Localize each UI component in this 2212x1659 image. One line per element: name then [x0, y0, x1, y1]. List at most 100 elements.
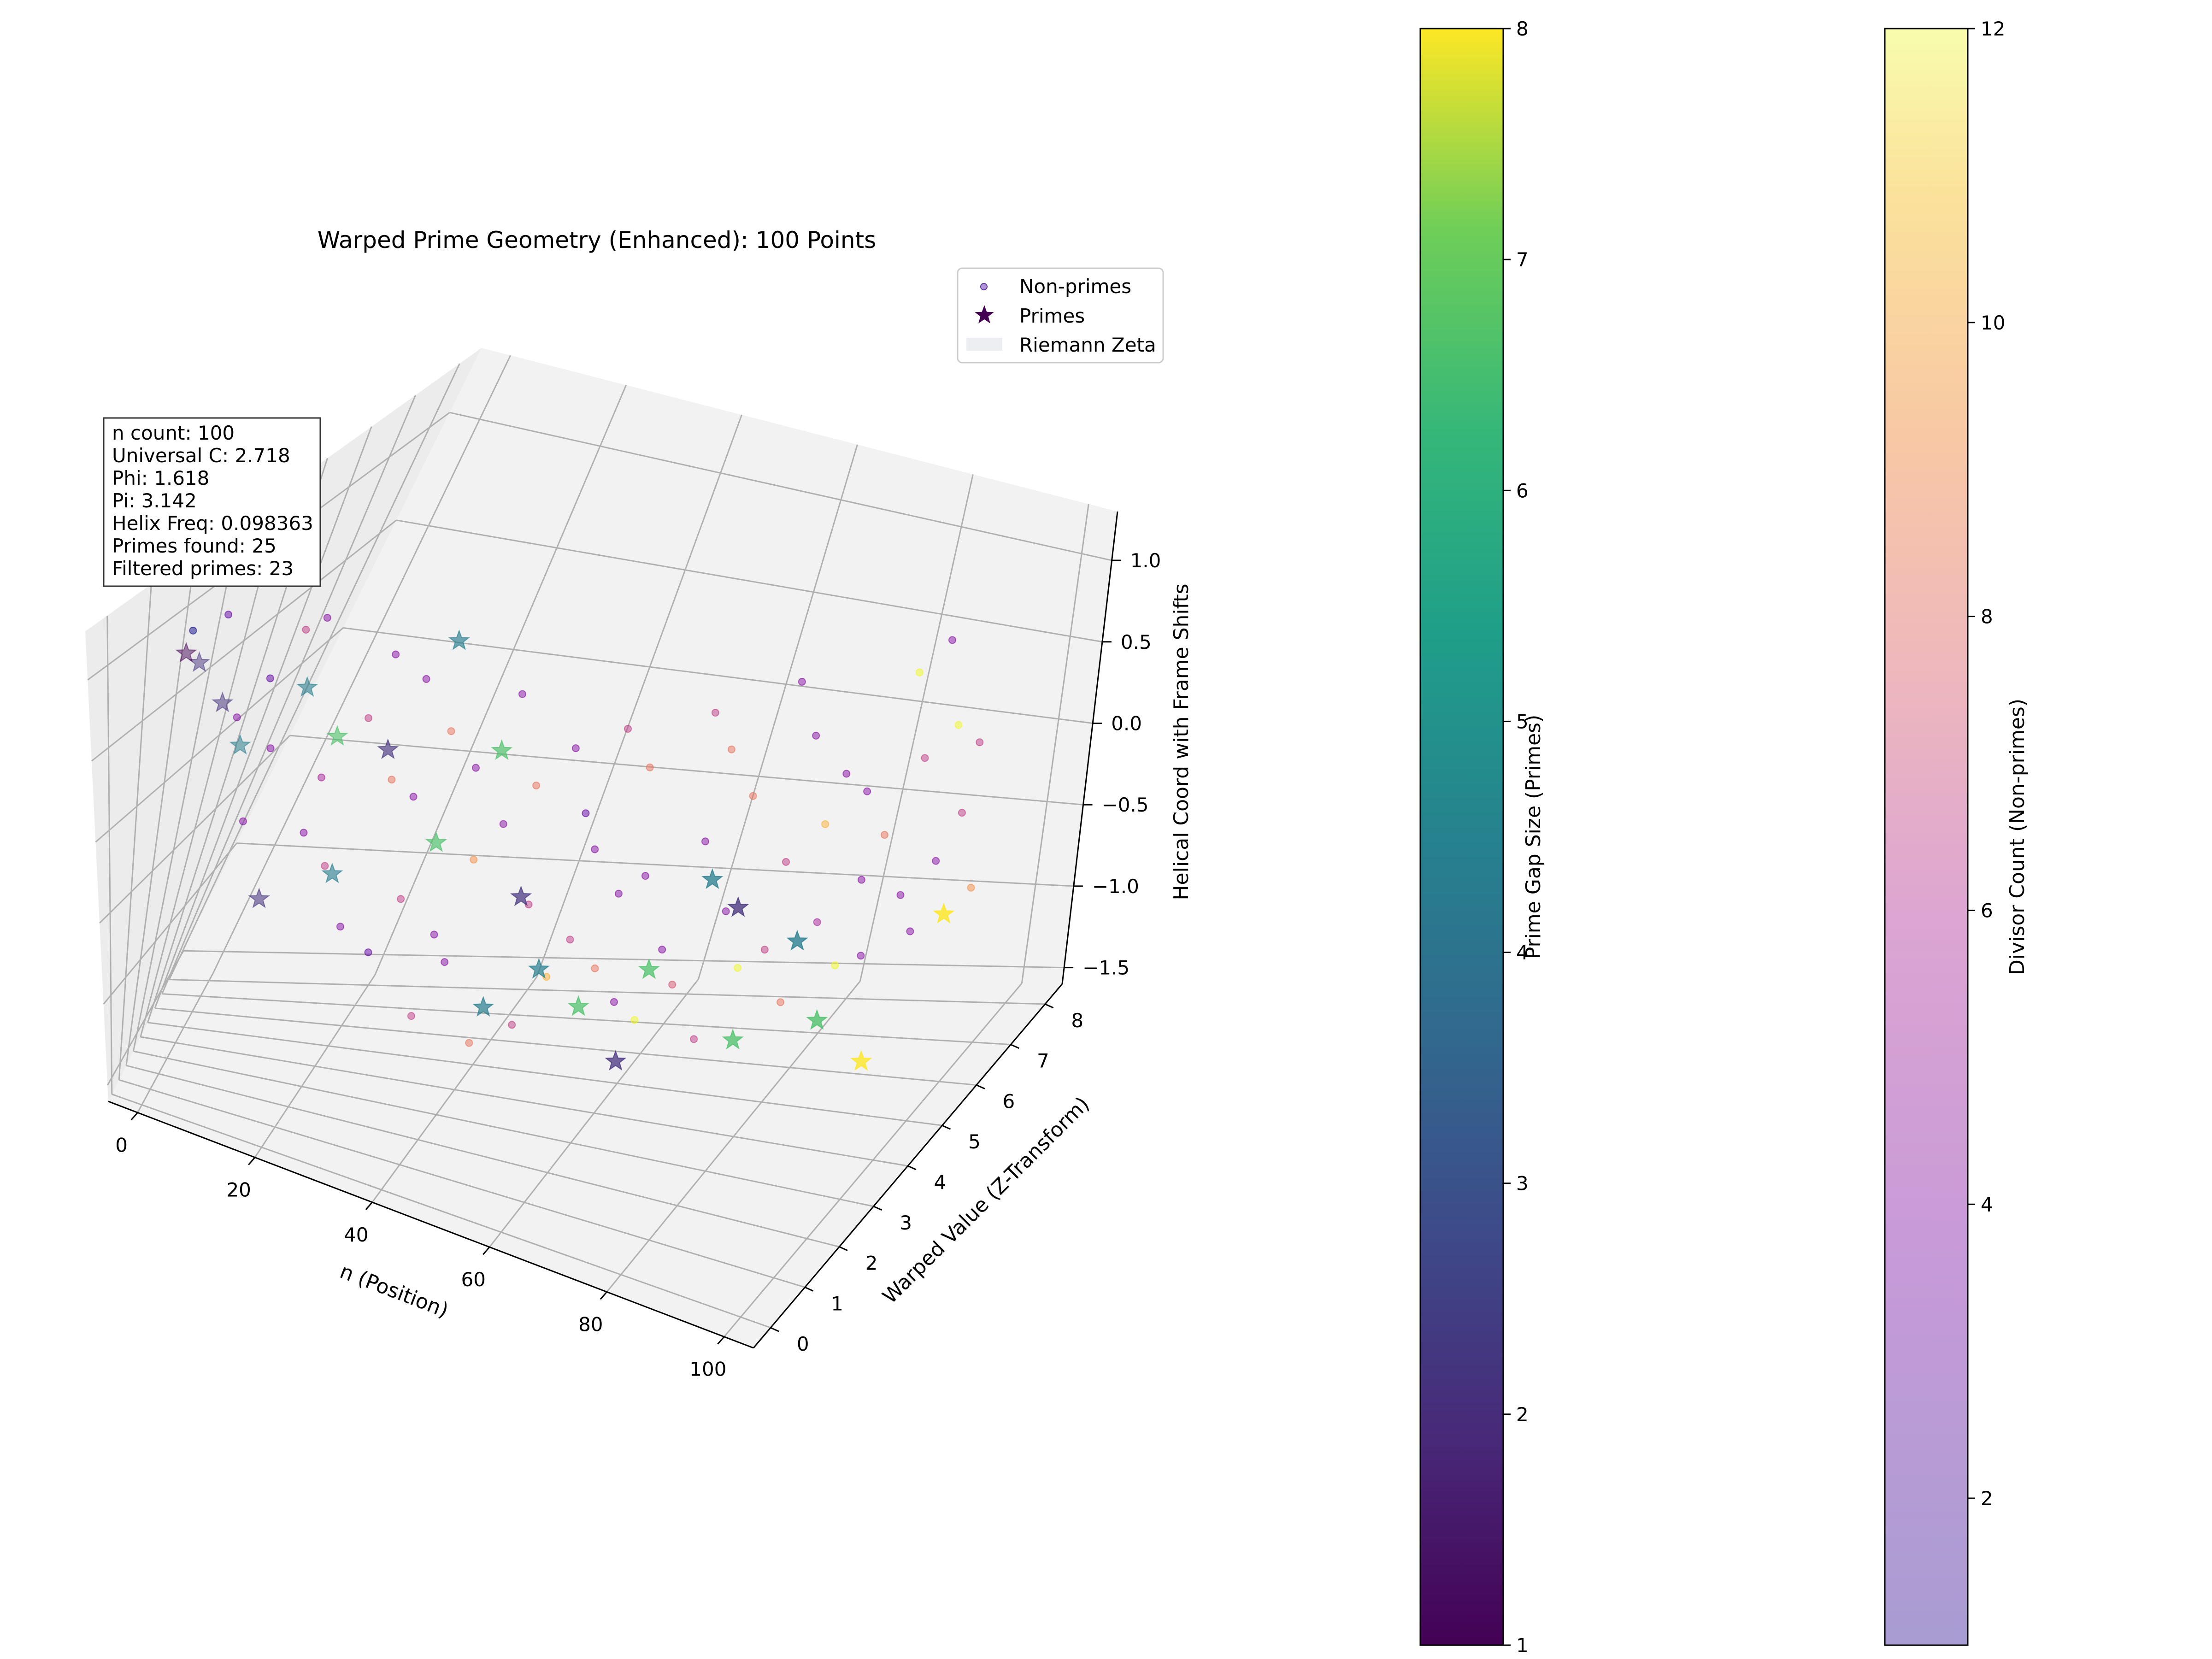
non-prime-point	[388, 776, 396, 784]
non-prime-point	[610, 998, 618, 1006]
non-prime-point	[646, 763, 654, 771]
prime-point	[701, 868, 724, 889]
prime-point	[786, 930, 808, 951]
prime-point	[528, 958, 550, 979]
x-tick-mark	[482, 1247, 490, 1255]
grid-line-x-back	[536, 414, 742, 977]
grid-line-y-left	[154, 426, 372, 1009]
non-prime-point	[472, 764, 480, 772]
prime-point	[491, 739, 513, 760]
legend: Non-primes Primes Riemann Zeta	[957, 267, 1164, 364]
non-prime-point	[566, 935, 574, 944]
x-tick-label: 40	[344, 1224, 368, 1246]
non-prime-point	[233, 713, 241, 722]
grid-line-y-left	[161, 394, 417, 994]
legend-frame	[957, 267, 1164, 364]
non-prime-point	[323, 614, 331, 622]
y-tick-label: 8	[1071, 1009, 1083, 1032]
x-tick-label: 60	[461, 1268, 486, 1291]
non-prime-point	[813, 918, 821, 926]
colorbar-tick-label: 4	[1516, 941, 1529, 964]
y-tick-label: 6	[1003, 1090, 1015, 1112]
non-prime-point	[508, 1021, 516, 1029]
colorbar-tick-label: 5	[1516, 710, 1529, 733]
colorbar-prime-gap-fill	[1419, 28, 1504, 1646]
non-prime-point	[842, 770, 851, 778]
non-prime-point	[906, 927, 914, 935]
x-tick-label: 0	[115, 1134, 128, 1156]
non-prime-point	[821, 820, 830, 829]
non-prime-point	[614, 889, 623, 898]
colorbar-tick-label: 2	[1516, 1403, 1529, 1426]
non-prime-point	[749, 792, 757, 800]
z-axis-line	[1061, 511, 1118, 984]
x-tick-label: 20	[226, 1179, 251, 1201]
prime-point	[850, 1050, 872, 1071]
prime-point	[933, 902, 955, 924]
prime-point	[448, 629, 471, 650]
prime-point	[211, 691, 234, 712]
non-prime-point	[189, 626, 197, 635]
y-tick-mark	[839, 1246, 848, 1251]
x-tick-label: 80	[578, 1313, 603, 1335]
non-prime-point	[798, 677, 806, 686]
info-line-phi: Phi: 1.618	[112, 467, 209, 489]
colorbar-tick-label: 12	[1981, 18, 2005, 40]
non-prime-point	[397, 895, 405, 903]
non-prime-point	[532, 782, 541, 790]
colorbar-divisor-count-fill	[1884, 28, 1969, 1646]
non-prime-point	[711, 709, 719, 717]
grid-line-y-left	[118, 584, 152, 1080]
colorbar-divisor-count: 2 4 6 8 10 12 Divisor Count (Non-primes)	[1884, 18, 2029, 1646]
grid-line-z-back	[396, 519, 1103, 643]
prime-point	[175, 641, 197, 663]
grid-line-z-left	[106, 950, 184, 1086]
non-prime-point	[777, 998, 785, 1006]
x-tick-mark	[365, 1201, 373, 1210]
z-tick-label: −0.5	[1102, 794, 1149, 816]
grid-line-y-floor	[112, 1094, 771, 1329]
non-prime-point	[470, 855, 478, 864]
colorbar-tick-label: 2	[1981, 1487, 1993, 1510]
grid-line-x-back	[374, 385, 627, 976]
grid-line-y-left	[132, 521, 240, 1052]
non-prime-point	[658, 946, 666, 954]
grid-line-y-floor	[118, 1079, 806, 1288]
non-prime-point	[932, 857, 940, 865]
grid-line-y-floor	[133, 1050, 874, 1207]
colorbar-divisor-count-ticks: 2 4 6 8 10 12	[1968, 18, 2005, 1510]
x-tick-label: 100	[689, 1358, 726, 1381]
grid-line-y-floor	[140, 1036, 908, 1167]
non-prime-point	[624, 725, 632, 733]
non-prime-point	[300, 829, 308, 837]
y-tick-mark	[873, 1206, 882, 1211]
grid-line-z-back	[183, 950, 1065, 969]
colorbar-tick-label: 4	[1981, 1193, 1993, 1216]
non-prime-point	[915, 668, 924, 677]
legend-marker-primes	[975, 305, 994, 324]
colorbar-tick-label: 10	[1981, 312, 2005, 334]
non-prime-point	[239, 817, 247, 825]
non-prime-point	[976, 738, 984, 747]
non-prime-point	[365, 714, 373, 722]
legend-marker-riemann-zeta	[966, 338, 1002, 351]
x-tick-mark	[600, 1291, 607, 1300]
grid-line-x-back	[859, 474, 974, 982]
grid-line-y-floor	[154, 1007, 977, 1086]
colorbar-tick-label: 6	[1516, 479, 1529, 502]
z-tick-label: 0.0	[1111, 712, 1142, 735]
info-line-universal-c: Universal C: 2.718	[112, 444, 290, 467]
legend-label-riemann-zeta: Riemann Zeta	[1019, 334, 1156, 356]
non-prime-point	[760, 946, 769, 954]
non-prime-point	[409, 793, 418, 801]
non-prime-point	[392, 650, 400, 659]
grid-line-z-back	[290, 735, 1083, 806]
non-prime-point	[857, 876, 865, 884]
y-tick-mark	[907, 1165, 917, 1171]
y-tick-mark	[976, 1084, 985, 1089]
y-tick-label: 3	[900, 1212, 912, 1234]
prime-point	[326, 725, 348, 746]
y-tick-mark	[1045, 1003, 1054, 1009]
non-prime-point	[364, 948, 372, 957]
